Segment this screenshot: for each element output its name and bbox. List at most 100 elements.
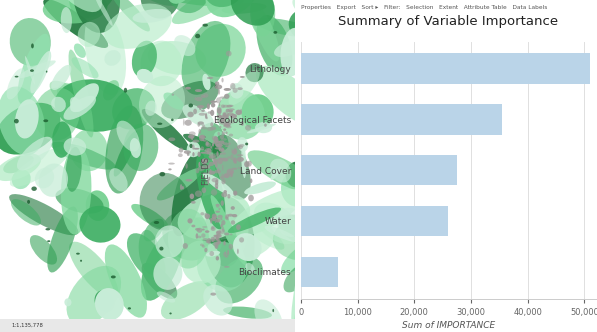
Ellipse shape [187, 141, 201, 157]
Ellipse shape [255, 122, 272, 133]
Ellipse shape [214, 235, 218, 237]
Ellipse shape [198, 162, 201, 167]
Ellipse shape [31, 43, 34, 48]
Ellipse shape [221, 138, 227, 141]
Ellipse shape [218, 240, 221, 244]
Ellipse shape [78, 22, 100, 47]
Ellipse shape [47, 207, 78, 273]
Ellipse shape [203, 285, 233, 316]
Ellipse shape [14, 119, 19, 124]
Ellipse shape [195, 24, 246, 77]
Ellipse shape [227, 194, 230, 199]
Ellipse shape [216, 233, 221, 238]
Ellipse shape [236, 145, 243, 149]
Ellipse shape [216, 210, 220, 213]
Ellipse shape [236, 154, 243, 156]
Ellipse shape [159, 172, 165, 176]
Ellipse shape [70, 83, 99, 112]
Ellipse shape [94, 290, 115, 312]
Ellipse shape [0, 86, 45, 155]
Ellipse shape [215, 147, 221, 149]
Ellipse shape [30, 69, 34, 72]
Ellipse shape [219, 228, 225, 234]
Ellipse shape [203, 93, 208, 98]
Ellipse shape [239, 237, 244, 243]
Ellipse shape [204, 248, 208, 252]
Ellipse shape [145, 101, 157, 116]
Ellipse shape [162, 212, 210, 261]
Ellipse shape [230, 83, 235, 89]
Bar [301, 257, 338, 287]
Ellipse shape [284, 218, 312, 236]
Ellipse shape [198, 122, 204, 125]
Ellipse shape [76, 253, 80, 255]
Ellipse shape [240, 109, 242, 115]
Ellipse shape [140, 41, 182, 86]
Ellipse shape [202, 158, 208, 163]
Ellipse shape [220, 115, 227, 120]
Ellipse shape [213, 137, 219, 143]
Ellipse shape [281, 172, 310, 207]
Ellipse shape [39, 163, 68, 197]
Ellipse shape [230, 83, 244, 99]
Ellipse shape [196, 149, 226, 229]
Ellipse shape [110, 0, 150, 32]
Ellipse shape [189, 104, 193, 108]
Ellipse shape [219, 103, 220, 107]
Ellipse shape [231, 148, 233, 153]
Ellipse shape [203, 197, 254, 288]
Ellipse shape [43, 0, 108, 48]
Ellipse shape [221, 200, 224, 206]
Ellipse shape [184, 120, 192, 126]
Ellipse shape [210, 251, 214, 256]
Ellipse shape [211, 226, 214, 229]
Ellipse shape [195, 97, 196, 100]
Ellipse shape [245, 263, 255, 273]
Ellipse shape [164, 93, 184, 110]
Ellipse shape [45, 228, 50, 230]
Ellipse shape [294, 256, 332, 331]
Ellipse shape [221, 148, 224, 151]
Ellipse shape [250, 179, 253, 183]
Ellipse shape [196, 97, 202, 101]
Ellipse shape [185, 87, 191, 90]
Ellipse shape [231, 220, 235, 225]
Ellipse shape [197, 242, 247, 291]
Ellipse shape [226, 131, 227, 134]
Ellipse shape [234, 148, 236, 151]
Ellipse shape [104, 50, 121, 66]
Ellipse shape [193, 148, 199, 150]
Ellipse shape [197, 123, 224, 160]
Ellipse shape [216, 235, 218, 240]
Ellipse shape [213, 242, 217, 246]
Ellipse shape [168, 163, 175, 165]
Ellipse shape [10, 18, 51, 66]
Ellipse shape [284, 263, 310, 292]
Ellipse shape [168, 137, 176, 141]
Ellipse shape [212, 239, 214, 242]
Ellipse shape [204, 148, 211, 154]
Ellipse shape [213, 236, 217, 241]
Ellipse shape [215, 142, 220, 146]
Ellipse shape [230, 189, 303, 236]
Ellipse shape [165, 0, 244, 6]
Ellipse shape [241, 121, 244, 126]
Ellipse shape [201, 126, 207, 129]
Ellipse shape [221, 119, 226, 121]
Ellipse shape [241, 144, 246, 178]
Ellipse shape [193, 139, 199, 143]
Ellipse shape [230, 171, 233, 177]
Ellipse shape [223, 105, 229, 108]
Ellipse shape [198, 152, 201, 157]
Ellipse shape [11, 199, 41, 225]
Ellipse shape [227, 214, 233, 217]
Ellipse shape [216, 237, 220, 241]
Y-axis label: FIELDS: FIELDS [201, 156, 210, 185]
Ellipse shape [200, 243, 204, 246]
Ellipse shape [15, 76, 19, 77]
Ellipse shape [0, 153, 41, 181]
Ellipse shape [197, 105, 204, 108]
Ellipse shape [178, 193, 250, 240]
Ellipse shape [224, 232, 229, 235]
Ellipse shape [201, 212, 204, 215]
